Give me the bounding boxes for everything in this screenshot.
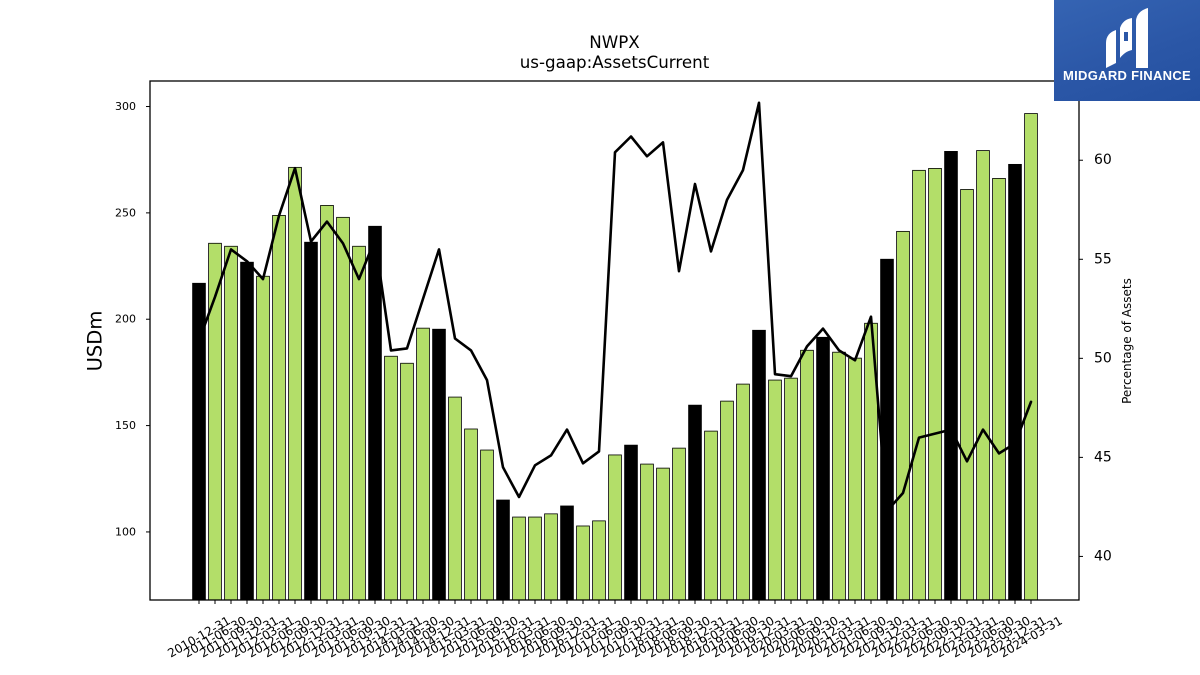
y2-tick-label: 40: [1094, 548, 1112, 564]
bar: [272, 215, 286, 601]
bar: [672, 447, 686, 601]
y-axis-right: 40 45 50 55 60: [1079, 152, 1112, 564]
bar: [336, 216, 350, 601]
bar: [640, 463, 654, 601]
bar: [608, 454, 622, 601]
line-series: [197, 101, 1033, 513]
bar-year-end: [816, 336, 830, 601]
bar-series: [192, 113, 1038, 601]
bar: [464, 428, 478, 601]
bar: [768, 379, 782, 601]
bar: [720, 400, 734, 601]
logo-mark-left-stroke: [1106, 30, 1116, 68]
bar-year-end: [432, 328, 446, 601]
bar: [656, 467, 670, 601]
logo-mark-notch: [1124, 32, 1128, 41]
bar-year-end: [880, 258, 894, 601]
y-tick-label: 250: [115, 206, 136, 219]
bar-year-end: [1008, 163, 1022, 601]
bar: [416, 327, 430, 601]
bar: [400, 362, 414, 601]
bar-year-end: [944, 151, 958, 601]
y-tick-label: 100: [115, 525, 136, 538]
bar: [832, 351, 846, 601]
y-axis-left: 100 150 200 250 300: [115, 100, 150, 538]
bar: [320, 205, 334, 601]
y2-tick-label: 55: [1094, 251, 1112, 267]
bar: [528, 516, 542, 601]
chart-title: NWPX: [589, 32, 639, 52]
bar: [704, 430, 718, 601]
bar: [976, 150, 990, 601]
bar: [1024, 113, 1038, 601]
bar: [384, 355, 398, 601]
bar: [224, 245, 238, 601]
bar: [544, 513, 558, 601]
bar-year-end: [240, 261, 254, 601]
bar-year-end: [624, 444, 638, 601]
y-tick-label: 300: [115, 100, 136, 113]
bar: [736, 383, 750, 601]
y2-axis-label: Percentage of Assets: [1120, 278, 1134, 404]
bar: [928, 168, 942, 601]
bar: [256, 275, 270, 601]
bar: [960, 189, 974, 601]
bar-year-end: [688, 404, 702, 601]
bar: [992, 178, 1006, 601]
bar-year-end: [304, 241, 318, 601]
logo-mark-right-stroke: [1136, 8, 1148, 68]
midgard-logo-icon: [1106, 8, 1148, 68]
y-axis-label: USDm: [84, 311, 107, 372]
bar: [512, 516, 526, 601]
bar: [784, 377, 798, 601]
bar: [352, 245, 366, 601]
y-tick-label: 200: [115, 313, 136, 326]
y2-tick-label: 50: [1094, 350, 1112, 366]
bar: [288, 166, 302, 601]
logo-text: MIDGARD FINANCE: [1063, 68, 1191, 83]
bar-year-end: [560, 505, 574, 601]
bar: [912, 169, 926, 601]
chart-subtitle: us-gaap:AssetsCurrent: [520, 52, 710, 72]
bar-year-end: [368, 225, 382, 601]
y-tick-label: 150: [115, 419, 136, 432]
bar: [800, 349, 814, 601]
percentage-line: [197, 101, 1033, 513]
bar: [848, 357, 862, 601]
bar-year-end: [496, 499, 510, 601]
bar: [592, 520, 606, 601]
bar: [480, 449, 494, 601]
bar: [896, 230, 910, 601]
bar-year-end: [752, 329, 766, 601]
x-axis: 2010-12-312011-06-302011-09-302011-12-31…: [165, 600, 1065, 660]
y2-tick-label: 60: [1094, 152, 1112, 168]
bar: [448, 396, 462, 601]
bar: [576, 525, 590, 601]
y2-tick-label: 45: [1094, 449, 1112, 465]
midgard-finance-logo: MIDGARD FINANCE: [1054, 0, 1200, 101]
